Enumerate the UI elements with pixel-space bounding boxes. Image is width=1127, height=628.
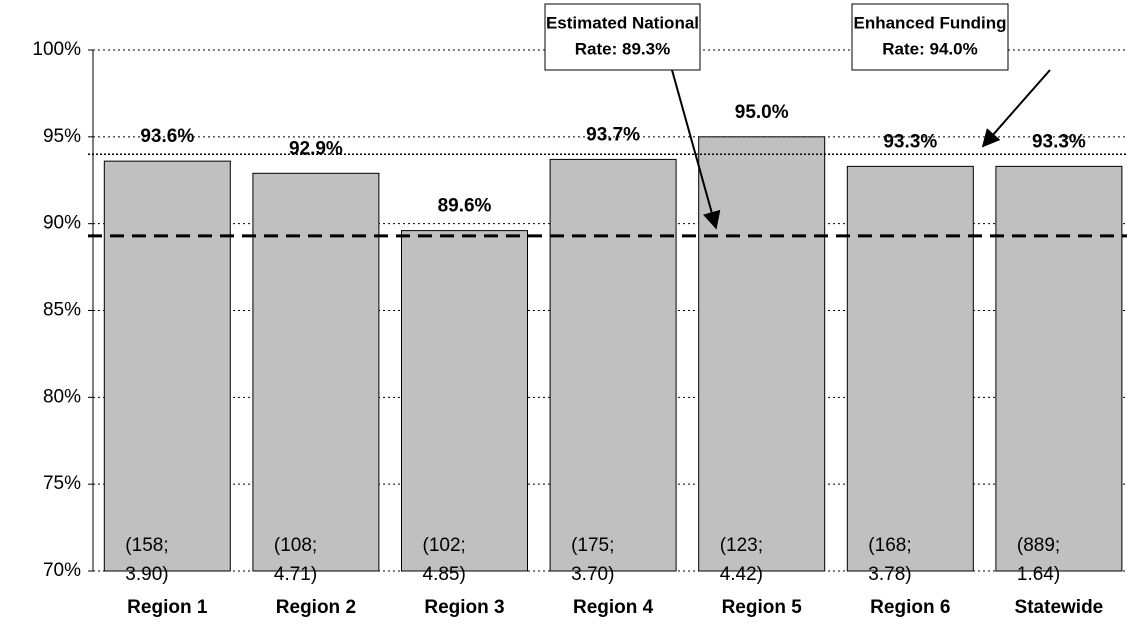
value-label: 93.3% (883, 131, 937, 152)
value-label: 93.7% (586, 124, 640, 145)
x-tick-label: Region 4 (573, 597, 654, 618)
y-tick-label: 85% (43, 300, 81, 321)
value-label: 93.6% (140, 126, 194, 147)
callout-arrow (981, 69, 1051, 148)
value-label: 93.3% (1032, 131, 1086, 152)
value-label: 95.0% (735, 102, 789, 123)
bar-note: (158; (125, 535, 168, 556)
callout-text: Estimated National (546, 13, 699, 32)
x-tick-label: Region 1 (127, 597, 208, 618)
y-tick-label: 95% (43, 126, 81, 147)
bar-note: 1.64) (1017, 564, 1060, 585)
callout-box (544, 3, 701, 71)
callout-arrow (671, 69, 721, 230)
x-tick-label: Region 6 (870, 597, 950, 618)
bar-note: (175; (571, 535, 614, 556)
value-label: 92.9% (289, 138, 343, 159)
bar (698, 136, 826, 572)
bar-note: (123; (720, 535, 763, 556)
x-tick-label: Region 3 (424, 597, 504, 618)
bar (252, 172, 380, 572)
y-tick-label: 70% (43, 560, 81, 581)
y-tick-label: 100% (32, 39, 81, 60)
y-tick-label: 90% (43, 213, 81, 234)
bar-note: (108; (274, 535, 317, 556)
bar (103, 160, 231, 572)
y-tick-label: 80% (43, 386, 81, 407)
bar-note: (102; (423, 535, 466, 556)
x-tick-label: Region 5 (722, 597, 803, 618)
bar-note: 3.70) (571, 564, 614, 585)
bar-note: 4.71) (274, 564, 317, 585)
bar-note: 3.78) (868, 564, 911, 585)
x-tick-label: Statewide (1015, 597, 1104, 618)
y-tick-label: 75% (43, 473, 81, 494)
callout-text: Enhanced Funding (854, 13, 1007, 32)
callout-text: Rate: 94.0% (882, 39, 977, 58)
bar (401, 230, 528, 572)
bar (995, 165, 1123, 572)
bar-note: (889; (1017, 535, 1060, 556)
callout-box (851, 3, 1009, 71)
bar-note: 4.42) (720, 564, 763, 585)
bar (846, 165, 974, 572)
bar-note: (168; (868, 535, 911, 556)
bar (549, 158, 677, 572)
x-tick-label: Region 2 (276, 597, 356, 618)
bar-note: 3.90) (125, 564, 168, 585)
value-label: 89.6% (438, 196, 492, 217)
callout-text: Rate: 89.3% (575, 39, 670, 58)
bar-note: 4.85) (423, 564, 466, 585)
